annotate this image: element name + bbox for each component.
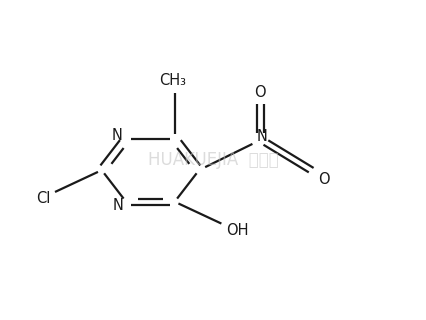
Text: HUAKUEJIA  化学加: HUAKUEJIA 化学加 (148, 151, 278, 169)
Text: O: O (255, 85, 266, 100)
Text: N: N (111, 128, 122, 143)
Text: N: N (257, 129, 268, 144)
Text: OH: OH (226, 223, 249, 238)
Text: CH₃: CH₃ (159, 73, 186, 88)
Text: N: N (113, 198, 124, 213)
Text: O: O (318, 172, 330, 187)
Text: Cl: Cl (36, 191, 50, 206)
